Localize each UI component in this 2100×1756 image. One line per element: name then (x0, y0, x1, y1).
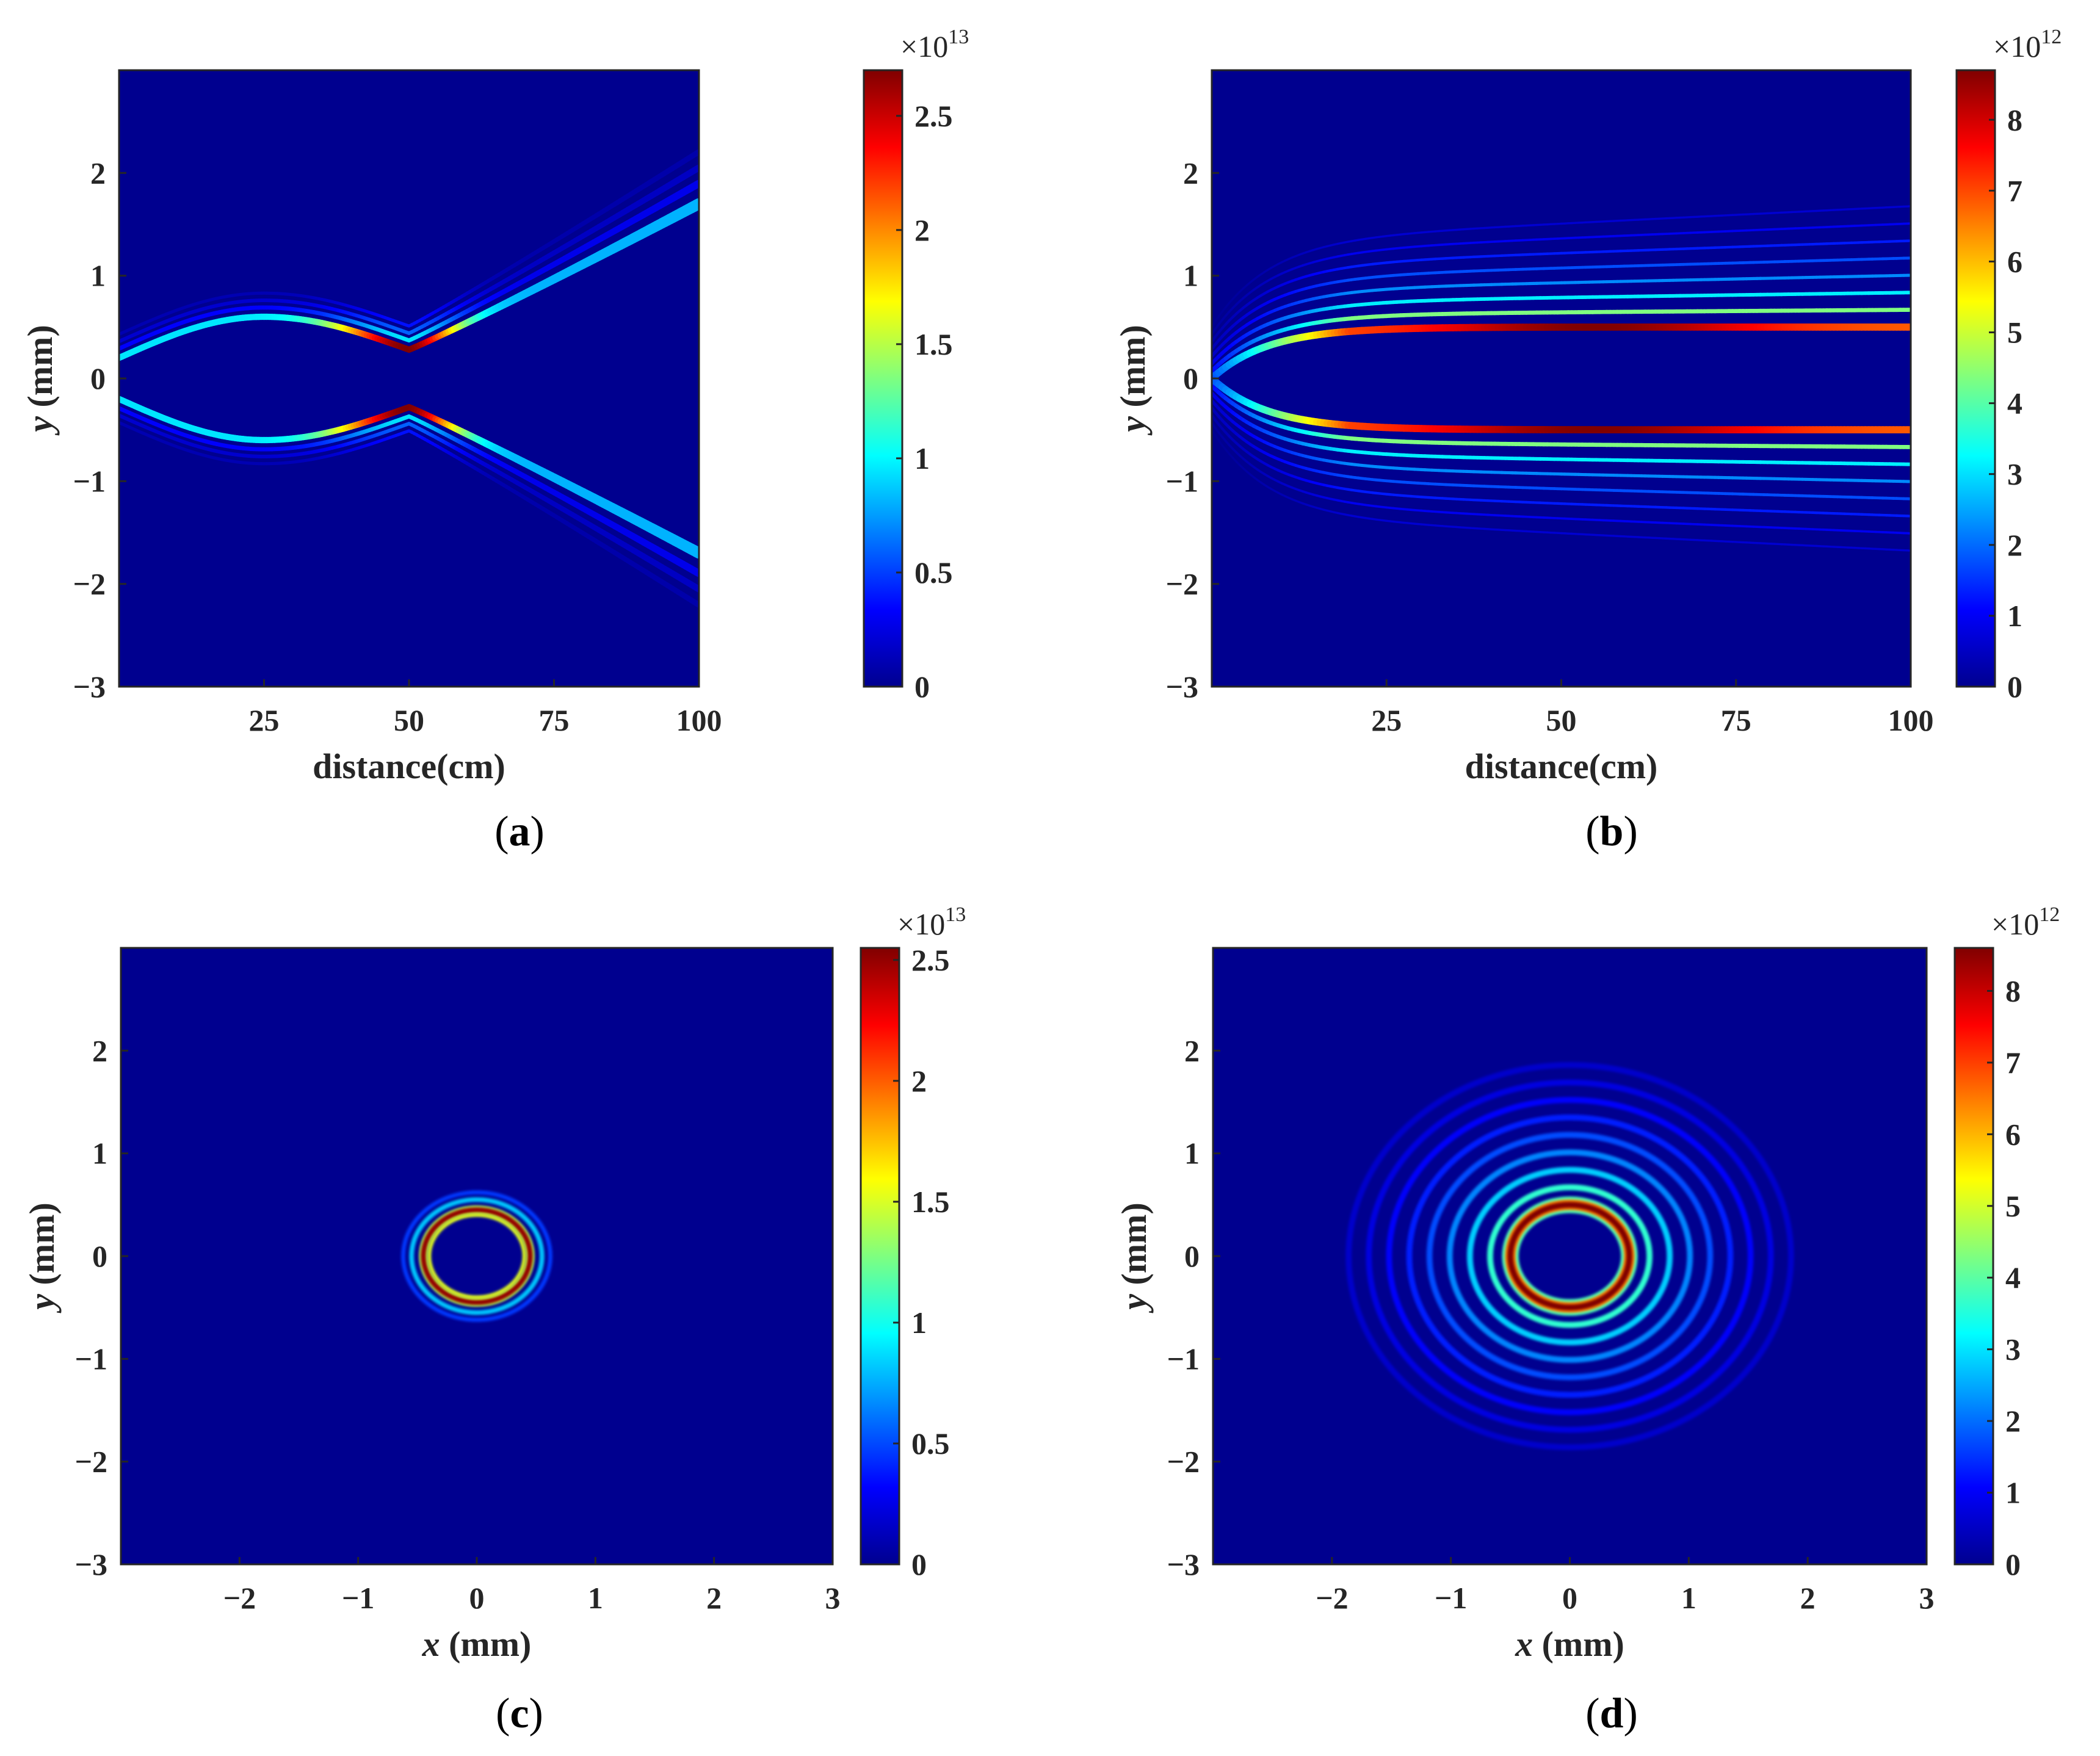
colorbar-tick-label: 0.5 (914, 555, 953, 590)
x-axis-label: distance(cm) (313, 746, 505, 786)
colorbar-gradient (864, 70, 902, 687)
plot-area-a (119, 70, 699, 687)
intensity-map-b (1212, 205, 1911, 552)
y-tick-label: −3 (73, 670, 106, 704)
colorbar-frame (863, 69, 903, 688)
x-tick-label: 100 (676, 703, 722, 737)
panel-caption-a: (a) (494, 808, 545, 855)
y-tick-label: 0 (90, 361, 106, 396)
y-axis-label: y (mm) (20, 325, 60, 436)
x-tick-label: 75 (539, 703, 570, 737)
intensity-map-a (119, 149, 699, 608)
colorbar-tick-label: 2 (914, 213, 930, 247)
y-tick-label: 2 (90, 156, 106, 190)
colorbar-tick-label: 1 (914, 441, 930, 475)
colorbar-a: 0 0.5 1 1.5 2 2.5 ×1013 (863, 26, 969, 704)
x-tick-label: 25 (249, 703, 280, 737)
y-tick-label: −1 (73, 464, 106, 498)
plot-area-b (1212, 70, 1911, 687)
colorbar-tick-label: 2.5 (914, 99, 953, 133)
panel-a: −3 −2 −1 0 1 2 25 50 75 100 distance(cm) y (mm) 0 0.5… (20, 26, 969, 855)
y-tick-label: −2 (73, 567, 106, 601)
x-tick-label: 50 (394, 703, 424, 737)
colorbar-tick-label: 1.5 (914, 327, 953, 361)
colorbar-multiplier: ×1013 (900, 26, 969, 63)
colorbar-tick-label: 0 (914, 670, 930, 704)
y-tick-label: 1 (90, 259, 106, 293)
